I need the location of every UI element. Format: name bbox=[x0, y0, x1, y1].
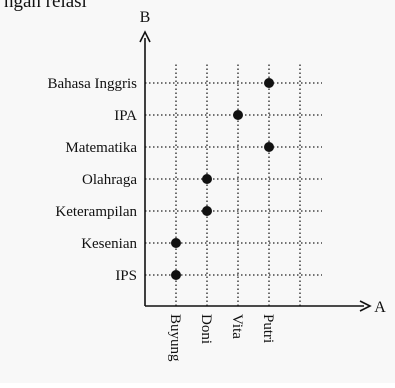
y-tick-label: Matematika bbox=[65, 140, 137, 156]
y-tick-label: Kesenian bbox=[81, 236, 137, 252]
data-point bbox=[202, 174, 212, 184]
x-axis-arrowhead bbox=[359, 300, 372, 312]
x-tick-label: Putri bbox=[260, 314, 276, 343]
y-tick-label: IPS bbox=[115, 268, 137, 284]
data-point bbox=[233, 110, 243, 120]
x-axis-label: A bbox=[374, 299, 386, 316]
x-tick-label: Vita bbox=[229, 314, 245, 339]
x-tick-label: Doni bbox=[198, 314, 214, 344]
data-point bbox=[171, 238, 181, 248]
y-tick-label: Bahasa Inggris bbox=[47, 76, 137, 92]
data-point bbox=[264, 78, 274, 88]
data-point bbox=[264, 142, 274, 152]
data-point bbox=[171, 270, 181, 280]
y-axis-label: B bbox=[140, 9, 151, 26]
caption-text: ngan relasi bbox=[4, 0, 87, 12]
y-axis-arrowhead bbox=[139, 30, 151, 43]
y-tick-label: IPA bbox=[114, 108, 137, 124]
y-tick-label: Olahraga bbox=[82, 172, 137, 188]
x-tick-label: Buyung bbox=[167, 314, 183, 362]
y-tick-label: Keterampilan bbox=[55, 204, 137, 220]
data-point bbox=[202, 206, 212, 216]
